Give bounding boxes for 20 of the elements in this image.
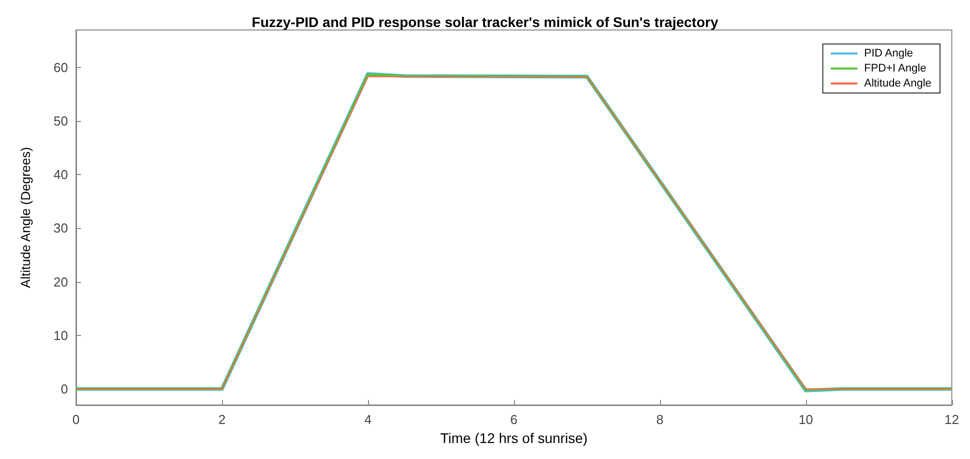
y-tick-label: 10 [54, 328, 68, 343]
y-tick-label: 50 [54, 114, 68, 129]
legend-label: FPD+I Angle [864, 62, 926, 74]
y-tick-label: 40 [54, 167, 68, 182]
x-tick-label: 12 [944, 412, 960, 427]
x-tick-label: 2 [218, 412, 226, 427]
x-tick-label: 0 [72, 412, 80, 427]
x-tick-label: 10 [798, 412, 814, 427]
y-tick-label: 20 [54, 274, 68, 290]
legend-label: PID Angle [864, 48, 914, 60]
y-tick-label: 0 [60, 381, 68, 396]
x-tick-label: 6 [510, 412, 518, 427]
legend-label: Altitude Angle [864, 78, 932, 90]
x-axis-title: Time (12 hrs of sunrise) [440, 430, 588, 446]
x-tick-label: 4 [364, 412, 372, 427]
x-tick-label: 8 [656, 412, 664, 427]
y-tick-label: 30 [54, 220, 68, 236]
y-tick-label: 60 [54, 60, 68, 75]
chart-title: Fuzzy-PID and PID response solar tracker's mimick of Sun's trajectory [252, 14, 718, 30]
y-axis-title: Altitude Angle (Degrees) [18, 147, 33, 288]
